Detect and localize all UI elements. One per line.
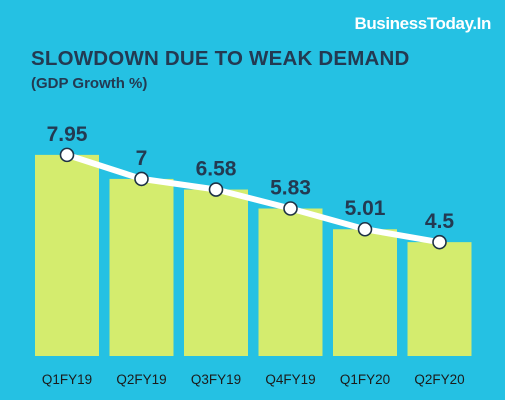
value-label-Q1FY19: 7.95 <box>47 123 88 146</box>
x-tick-Q2FY19: Q2FY19 <box>116 372 166 387</box>
marker-Q3FY19 <box>208 182 224 197</box>
value-label-Q3FY19: 6.58 <box>196 158 237 181</box>
marker-Q4FY19 <box>283 201 298 216</box>
marker-Q2FY20 <box>432 234 447 250</box>
value-label-Q2FY19: 7 <box>136 147 148 170</box>
x-tick-Q1FY20: Q1FY20 <box>340 372 390 387</box>
value-label-Q1FY20: 5.01 <box>345 197 386 220</box>
chart-title: SLOWDOWN DUE TO WEAK DEMAND <box>31 47 410 70</box>
bar-Q1FY19 <box>35 154 99 356</box>
bar-Q2FY20 <box>407 242 472 356</box>
x-tick-Q3FY19: Q3FY19 <box>191 372 241 387</box>
bar-Q2FY19 <box>109 178 174 356</box>
brand-logo: BusinessToday.In <box>354 14 491 33</box>
x-tick-Q4FY19: Q4FY19 <box>265 372 315 387</box>
x-tick-Q1FY19: Q1FY19 <box>42 372 92 387</box>
bar-Q4FY19 <box>258 208 323 356</box>
bar-Q3FY19 <box>184 189 248 356</box>
trend-line <box>64 151 443 246</box>
value-label-Q2FY20: 4.5 <box>425 210 455 233</box>
bar-Q1FY20 <box>333 229 397 356</box>
bars <box>35 154 472 356</box>
marker-Q2FY19 <box>134 171 149 187</box>
chart-subtitle: (GDP Growth %) <box>31 75 148 92</box>
marker-Q1FY19 <box>59 147 75 163</box>
marker-Q1FY20 <box>357 221 373 237</box>
value-label-Q4FY19: 5.83 <box>270 177 311 200</box>
x-tick-Q2FY20: Q2FY20 <box>414 372 464 387</box>
